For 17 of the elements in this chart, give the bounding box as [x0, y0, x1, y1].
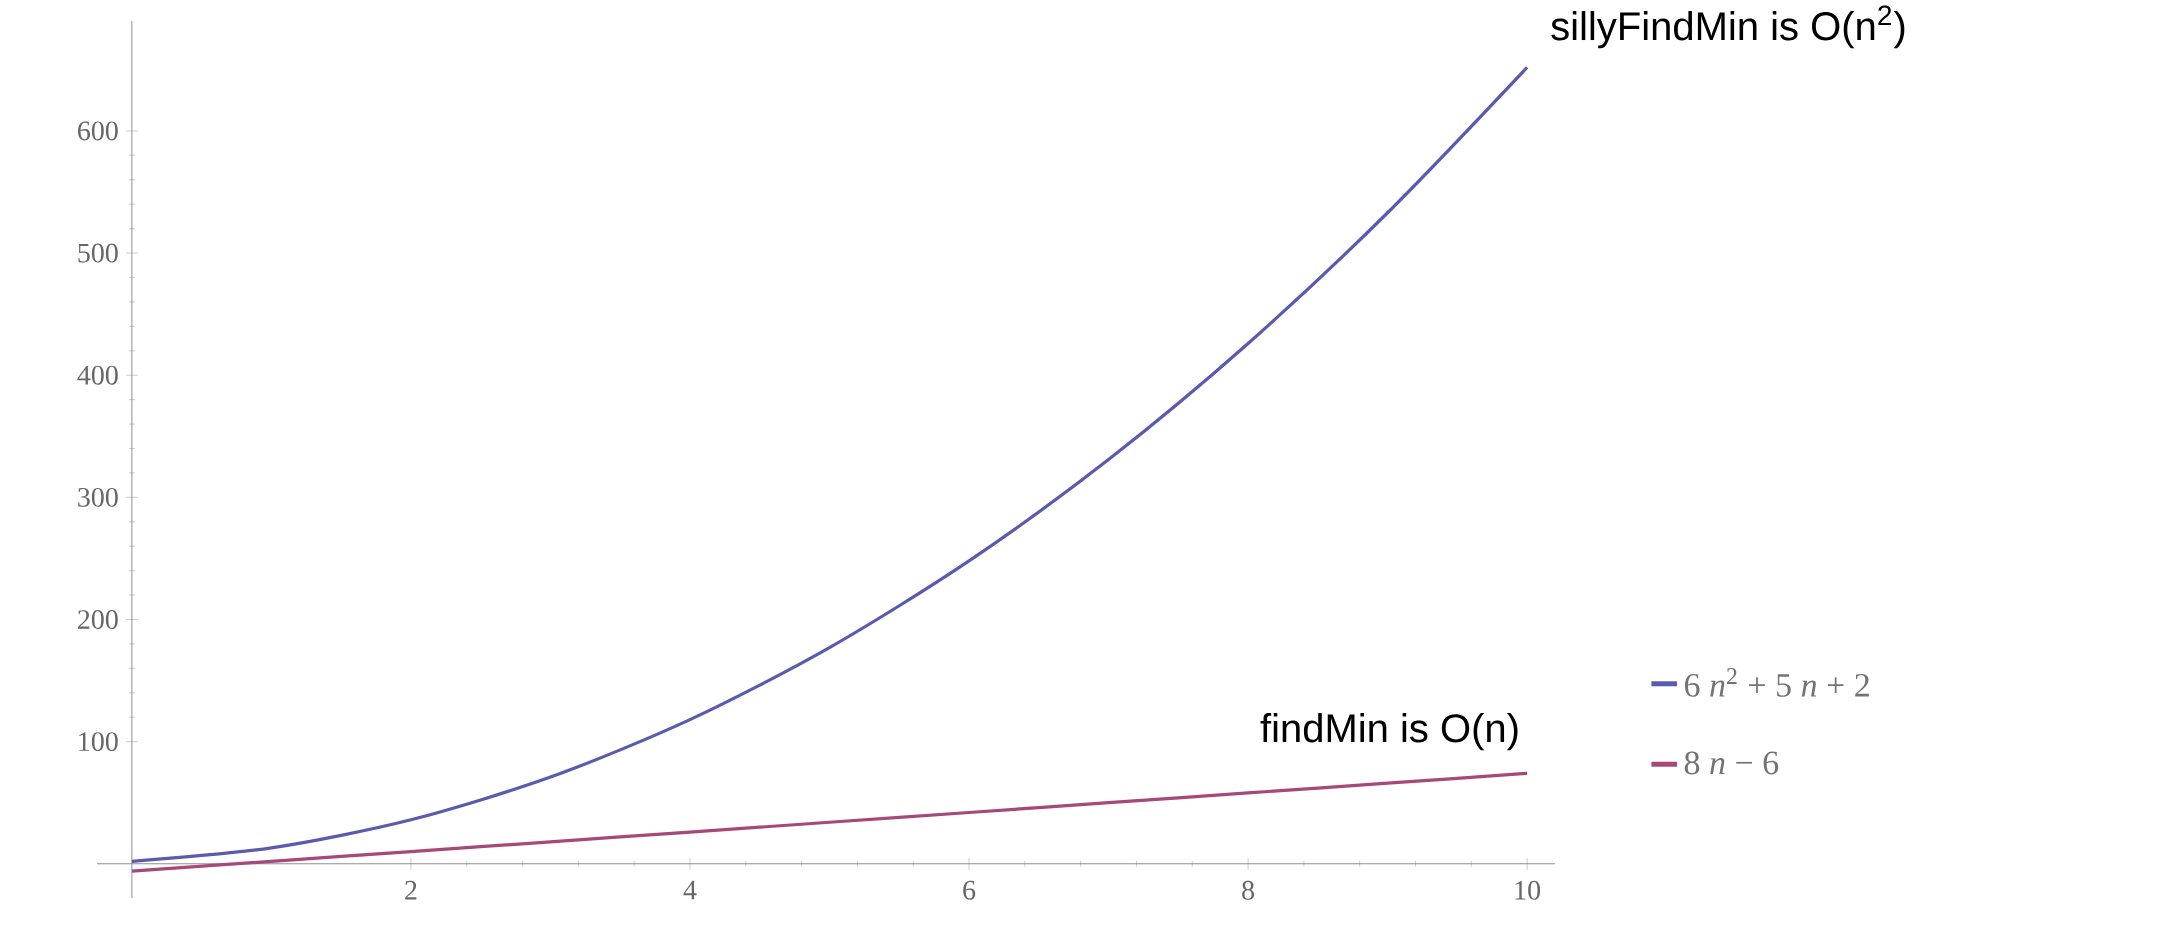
annotation: sillyFindMin is O(n$^{2}$) — [1551, 5, 1905, 49]
legend-label: 8 n − 6 — [1684, 751, 1779, 775]
x-tick-label: 4 — [683, 880, 697, 900]
x-tick-label: 6 — [963, 880, 976, 900]
annotation: findMin is O(n) — [1260, 713, 1518, 751]
x-tick-label: 2 — [405, 880, 417, 900]
legend-label: 6 n$^{2}$ + 5 n + 2 — [1684, 668, 1869, 697]
line-series — [130, 771, 1529, 873]
y-tick-label: 300 — [78, 487, 118, 507]
y-tick-label: 500 — [78, 243, 118, 263]
x-tick-label: 10 — [1515, 880, 1541, 900]
y-tick-label: 100 — [79, 732, 118, 752]
line-series — [130, 65, 1529, 863]
y-tick-label: 400 — [77, 365, 118, 385]
x-tick-label: 8 — [1242, 880, 1254, 900]
y-tick-label: 200 — [78, 610, 118, 629]
y-tick-label: 600 — [78, 121, 118, 141]
